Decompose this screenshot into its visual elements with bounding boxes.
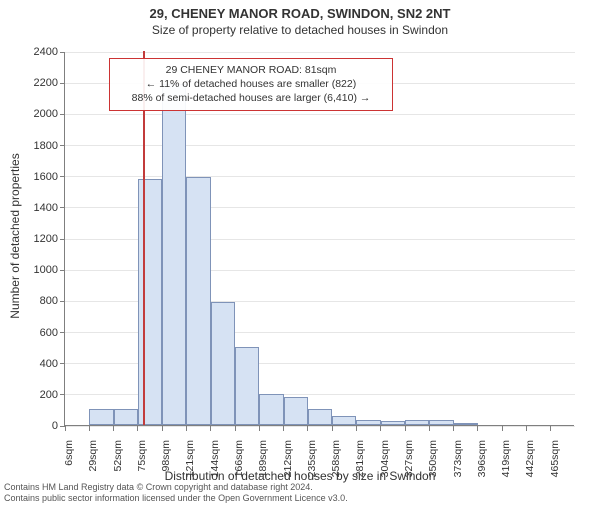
attribution-line-1: Contains HM Land Registry data © Crown c… <box>4 482 348 493</box>
annotation-line-1: 29 CHENEY MANOR ROAD: 81sqm <box>116 63 386 77</box>
y-tick-mark <box>60 363 65 364</box>
x-tick-mark <box>405 426 406 431</box>
y-tick-mark <box>60 301 65 302</box>
y-tick-label: 600 <box>18 327 58 339</box>
y-tick-label: 1400 <box>18 202 58 214</box>
x-tick-mark <box>137 426 138 431</box>
x-tick-mark <box>307 426 308 431</box>
y-tick-label: 200 <box>18 389 58 401</box>
x-tick-mark <box>89 426 90 431</box>
attribution: Contains HM Land Registry data © Crown c… <box>4 482 348 504</box>
x-tick-mark <box>186 426 187 431</box>
y-tick-label: 1200 <box>18 233 58 245</box>
x-tick-mark <box>259 426 260 431</box>
x-tick-mark <box>380 426 381 431</box>
histogram-bar <box>89 409 113 425</box>
x-tick-mark <box>477 426 478 431</box>
x-tick-mark <box>210 426 211 431</box>
y-tick-mark <box>60 394 65 395</box>
y-tick-label: 1000 <box>18 264 58 276</box>
histogram-bar <box>356 420 380 425</box>
gridline <box>65 176 575 177</box>
y-tick-label: 400 <box>18 358 58 370</box>
gridline <box>65 114 575 115</box>
x-tick-mark <box>453 426 454 431</box>
y-tick-label: 800 <box>18 295 58 307</box>
histogram-bar <box>162 84 186 425</box>
y-tick-mark <box>60 239 65 240</box>
histogram-bar <box>284 397 308 425</box>
histogram-bar <box>138 179 162 425</box>
chart-title-main: 29, CHENEY MANOR ROAD, SWINDON, SN2 2NT <box>0 6 600 21</box>
attribution-line-2: Contains public sector information licen… <box>4 493 348 504</box>
y-tick-mark <box>60 270 65 271</box>
chart-title-sub: Size of property relative to detached ho… <box>0 23 600 37</box>
x-tick-mark <box>332 426 333 431</box>
histogram-bar <box>454 423 478 425</box>
histogram-bar <box>211 302 235 425</box>
y-tick-mark <box>60 145 65 146</box>
gridline <box>65 426 575 427</box>
x-tick-mark <box>235 426 236 431</box>
y-tick-mark <box>60 176 65 177</box>
annotation-line-3: 88% of semi-detached houses are larger (… <box>116 91 386 105</box>
y-tick-label: 1800 <box>18 140 58 152</box>
y-tick-label: 2200 <box>18 77 58 89</box>
y-tick-mark <box>60 207 65 208</box>
histogram-bar <box>114 409 138 425</box>
histogram-bar <box>308 409 332 425</box>
x-tick-mark <box>283 426 284 431</box>
histogram-bar <box>405 420 429 425</box>
x-tick-mark <box>162 426 163 431</box>
x-tick-mark <box>550 426 551 431</box>
annotation-line-2: ← 11% of detached houses are smaller (82… <box>116 77 386 91</box>
annotation-box: 29 CHENEY MANOR ROAD: 81sqm ← 11% of det… <box>109 58 393 111</box>
histogram-bar <box>332 416 356 425</box>
gridline <box>65 52 575 53</box>
histogram-bar <box>259 394 283 425</box>
y-tick-label: 2400 <box>18 46 58 58</box>
y-tick-label: 1600 <box>18 171 58 183</box>
x-axis-label: Distribution of detached houses by size … <box>0 469 600 483</box>
x-tick-mark <box>526 426 527 431</box>
y-tick-label: 0 <box>18 420 58 432</box>
y-tick-mark <box>60 332 65 333</box>
chart-area: 6sqm29sqm52sqm75sqm98sqm121sqm144sqm166s… <box>64 52 574 426</box>
histogram-bar <box>235 347 259 425</box>
histogram-bar <box>186 177 210 425</box>
y-tick-mark <box>60 114 65 115</box>
x-tick-mark <box>429 426 430 431</box>
y-tick-mark <box>60 52 65 53</box>
x-tick-mark <box>356 426 357 431</box>
y-tick-label: 2000 <box>18 108 58 120</box>
gridline <box>65 145 575 146</box>
y-tick-mark <box>60 83 65 84</box>
x-tick-mark <box>113 426 114 431</box>
x-tick-mark <box>502 426 503 431</box>
histogram-bar <box>381 421 405 425</box>
histogram-bar <box>429 420 453 425</box>
x-tick-mark <box>65 426 66 431</box>
